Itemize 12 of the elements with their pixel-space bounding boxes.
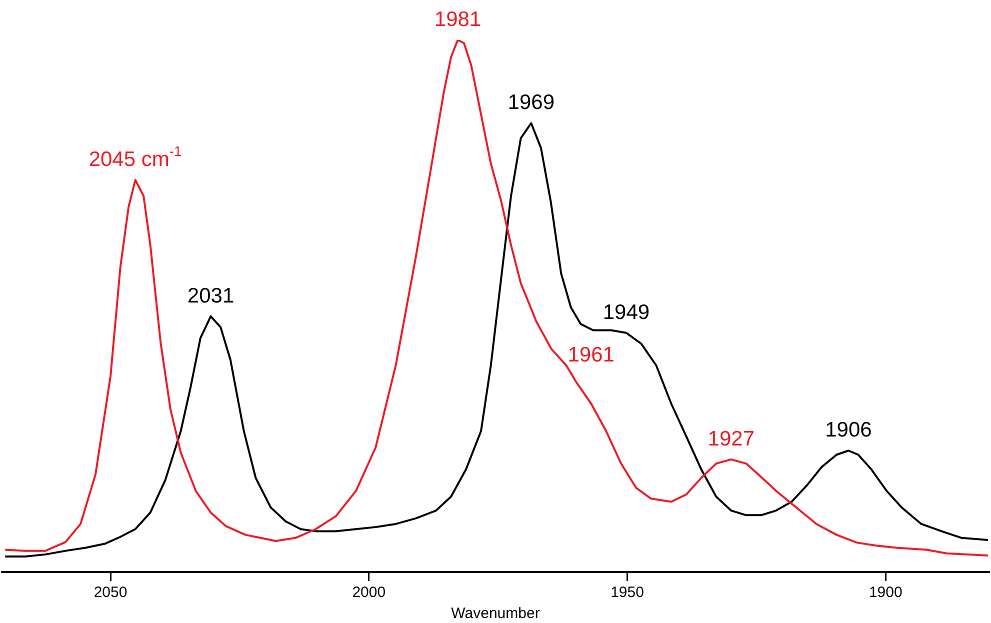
annotation: 1961 [568,344,614,367]
x-tick-label: 2050 [94,584,128,602]
annotation: 1981 [434,8,482,31]
x-axis-title: Wavenumber [451,605,540,622]
annotation: 1969 [508,91,555,114]
x-tick-label: 1950 [610,584,644,602]
x-tick-label: 1900 [868,584,902,602]
annotation: 2031 [187,284,234,308]
x-tick-label: 2000 [352,584,386,602]
annotation: 1949 [602,300,650,324]
annotation: 1906 [825,418,872,442]
annotation: 1927 [708,427,754,450]
